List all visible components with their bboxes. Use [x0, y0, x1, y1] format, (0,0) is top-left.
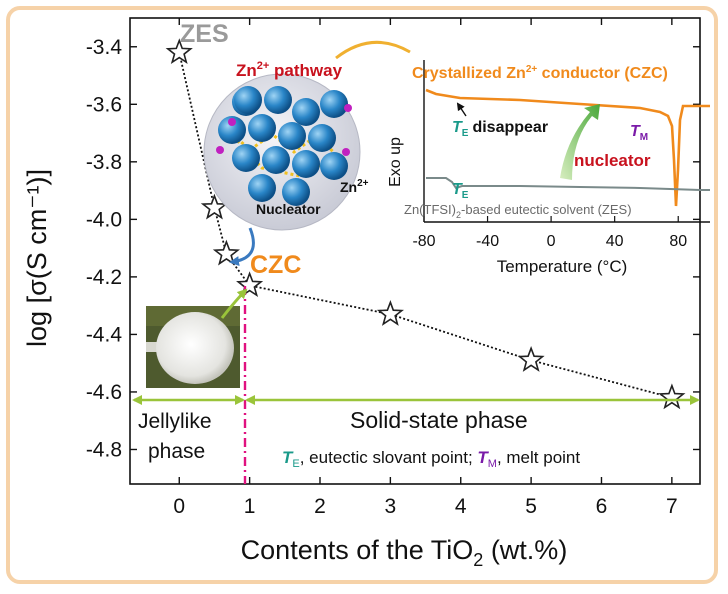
schematic-to-inset-arrow [335, 40, 411, 60]
x-tick-label: 3 [385, 495, 397, 518]
zn-particle [218, 116, 246, 144]
zn-particle [282, 178, 310, 206]
pellet-photo [146, 306, 240, 388]
te-disappear-arrow [456, 102, 467, 117]
zes-curve-label: Zn(TFSI)2-based eutectic solvent (ZES) [404, 202, 632, 220]
inset-x-tick-label: 0 [547, 233, 556, 250]
x-axis: 0 1 2 3 4 5 6 7 [173, 18, 678, 518]
czc-curve-label: Crystallized Zn2+ conductor (CZC) [412, 64, 668, 82]
data-point-star [212, 239, 240, 266]
zn-pathway-schematic [203, 73, 361, 231]
zes-label: ZES [180, 20, 229, 48]
czc-dsc-curve [425, 88, 710, 207]
zn-particle [248, 174, 276, 202]
x-tick-label: 2 [314, 495, 326, 518]
zn-particle [292, 150, 320, 178]
jellylike-phase-label-2: phase [148, 440, 205, 463]
nucleator-arrow [560, 104, 600, 180]
inset-x-tick-label: -80 [412, 233, 435, 250]
zn-particle [248, 114, 276, 142]
zn-particle [264, 86, 292, 114]
symbol-legend: TE, eutectic slovant point; TM, melt poi… [282, 448, 580, 470]
zes-dsc-curve [426, 177, 710, 191]
photo-pointer-arrow [220, 288, 248, 319]
jellylike-phase-label-1: Jellylike [138, 410, 212, 433]
y-tick-label: -4.6 [86, 381, 122, 404]
y-axis: -3.4 -3.6 -3.8 -4.0 -4.2 -4.4 -4.6 -4.8 [86, 36, 700, 461]
y-axis-title: log [σ(S cm⁻¹)] [22, 169, 52, 347]
y-tick-label: -3.4 [86, 36, 123, 59]
zn-particle [262, 146, 290, 174]
te-label: TE [452, 181, 469, 201]
zn-particle [292, 98, 320, 126]
y-tick-label: -3.8 [86, 151, 122, 174]
y-tick-label: -4.2 [86, 266, 122, 289]
x-tick-label: 4 [455, 495, 467, 518]
inset-x-tick-label: 40 [606, 233, 624, 250]
nucleator-effect-label: nucleator [574, 151, 651, 170]
schematic-to-czc-arrow [229, 227, 255, 267]
data-point-star [236, 271, 264, 298]
x-tick-label: 6 [596, 495, 608, 518]
y-tick-label: -4.8 [86, 438, 122, 461]
inset-y-label: Exo up [387, 137, 404, 187]
plot-area [129, 17, 701, 485]
tm-label: TM [630, 123, 648, 143]
data-point-star [165, 38, 193, 65]
figure-frame [6, 6, 718, 584]
y-tick-label: -4.4 [86, 323, 123, 346]
x-tick-label: 7 [666, 495, 678, 518]
y-tick-label: -4.0 [86, 208, 122, 231]
x-axis-title: Contents of the TiO2 (wt.%) [241, 535, 568, 570]
inset-x-label: Temperature (°C) [497, 257, 628, 276]
zn-particle [234, 86, 262, 114]
data-point-star [200, 193, 229, 220]
nucleator-label: Nucleator [256, 201, 321, 217]
y-tick-label: -3.6 [86, 93, 122, 116]
inset-x-tick-label: -40 [476, 233, 499, 250]
data-point-star [517, 346, 545, 372]
data-point-star [658, 383, 686, 410]
zn-particle [232, 144, 260, 172]
czc-label: CZC [250, 251, 301, 279]
dsc-inset: -80 -40 0 40 80 [412, 60, 710, 250]
data-point-star [376, 300, 404, 326]
zn-particle [308, 124, 336, 152]
x-tick-label: 0 [173, 495, 185, 518]
x-tick-label: 1 [244, 495, 256, 518]
zn-particle [278, 122, 306, 150]
zn-particle [320, 90, 348, 118]
zn-pathway-label: Zn2+ pathway [236, 60, 343, 80]
solid-phase-label: Solid-state phase [350, 407, 528, 433]
inset-x-tick-label: 80 [669, 233, 687, 250]
zn-particle [320, 152, 348, 180]
zn-ion-label: Zn2+ [340, 178, 369, 195]
x-tick-label: 5 [525, 495, 537, 518]
te-disappear-label: TE disappear [452, 119, 548, 139]
